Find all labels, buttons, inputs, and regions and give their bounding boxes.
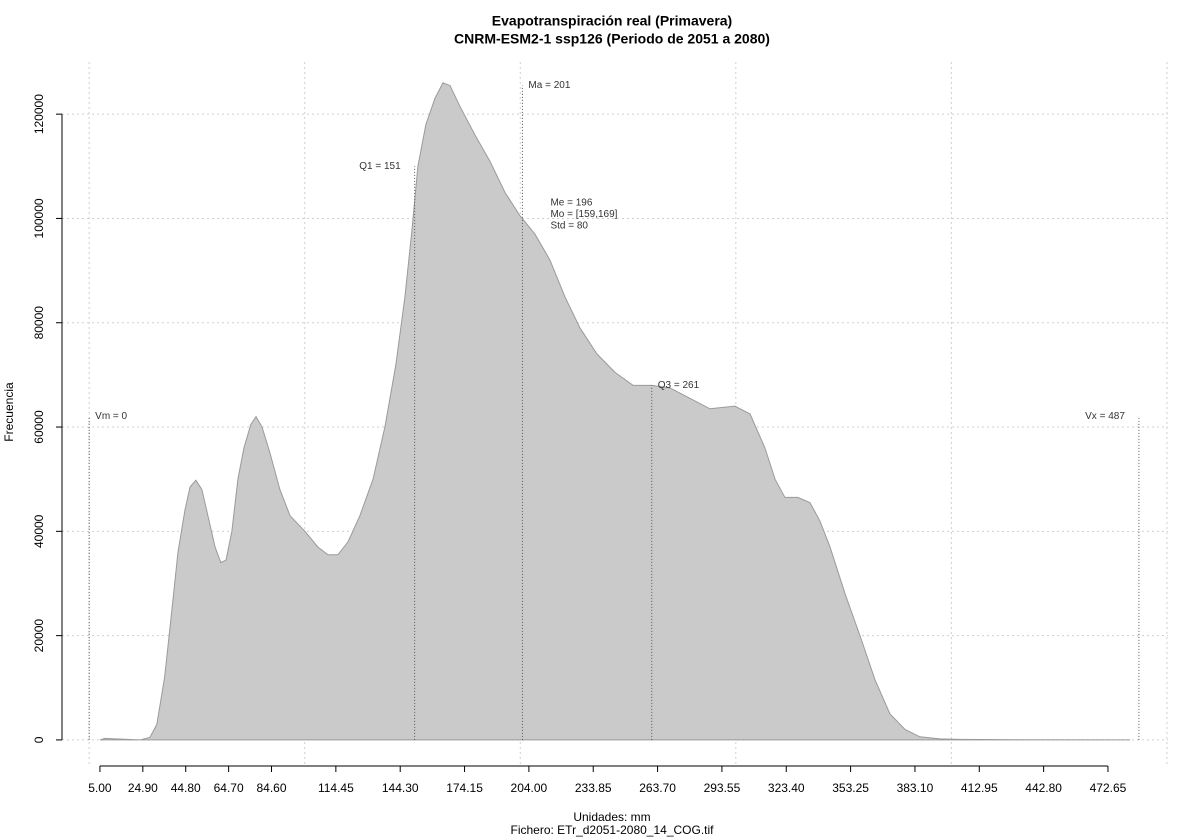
y-tick-label: 20000 xyxy=(32,619,46,653)
file-label: Fichero: ETr_d2051-2080_14_COG.tif xyxy=(511,823,715,837)
x-tick-label: 442.80 xyxy=(1025,781,1062,795)
stats-label: Std = 80 xyxy=(550,220,588,231)
annotation-label: Vx = 487 xyxy=(1085,411,1125,422)
x-tick-label: 472.65 xyxy=(1090,781,1127,795)
y-tick-label: 0 xyxy=(32,736,46,743)
annotation-label: Vm = 0 xyxy=(95,411,127,422)
x-tick-label: 5.00 xyxy=(88,781,112,795)
chart-title: Evapotranspiración real (Primavera) xyxy=(492,13,732,29)
y-tick-label: 120000 xyxy=(32,94,46,134)
x-tick-label: 383.10 xyxy=(897,781,934,795)
x-tick-label: 44.80 xyxy=(171,781,201,795)
x-tick-label: 353.25 xyxy=(832,781,869,795)
x-tick-label: 323.40 xyxy=(768,781,805,795)
density-area xyxy=(99,82,1131,741)
x-tick-label: 144.30 xyxy=(382,781,419,795)
annotation-label: Q3 = 261 xyxy=(658,380,700,391)
x-tick-label: 293.55 xyxy=(704,781,741,795)
y-tick-label: 80000 xyxy=(32,306,46,340)
x-tick-label: 114.45 xyxy=(318,781,354,795)
y-tick-label: 40000 xyxy=(32,514,46,548)
y-tick-label: 60000 xyxy=(32,410,46,444)
stats-label: Me = 196 xyxy=(550,197,592,208)
y-tick-label: 100000 xyxy=(32,198,46,238)
stats-label: Mo = [159,169] xyxy=(550,209,617,220)
x-tick-label: 263.70 xyxy=(639,781,676,795)
x-tick-label: 84.60 xyxy=(257,781,287,795)
chart-subtitle: CNRM-ESM2-1 ssp126 (Periodo de 2051 a 20… xyxy=(454,31,770,47)
y-axis-label: Frecuencia xyxy=(2,382,16,442)
x-tick-label: 64.70 xyxy=(214,781,244,795)
annotation-label: Q1 = 151 xyxy=(359,161,401,172)
x-tick-label: 233.85 xyxy=(575,781,612,795)
x-tick-label: 24.90 xyxy=(128,781,158,795)
annotation-label: Ma = 201 xyxy=(528,80,570,91)
x-tick-label: 204.00 xyxy=(511,781,548,795)
x-tick-label: 412.95 xyxy=(961,781,998,795)
x-tick-label: 174.15 xyxy=(446,781,483,795)
x-axis-label: Unidades: mm xyxy=(573,810,650,824)
